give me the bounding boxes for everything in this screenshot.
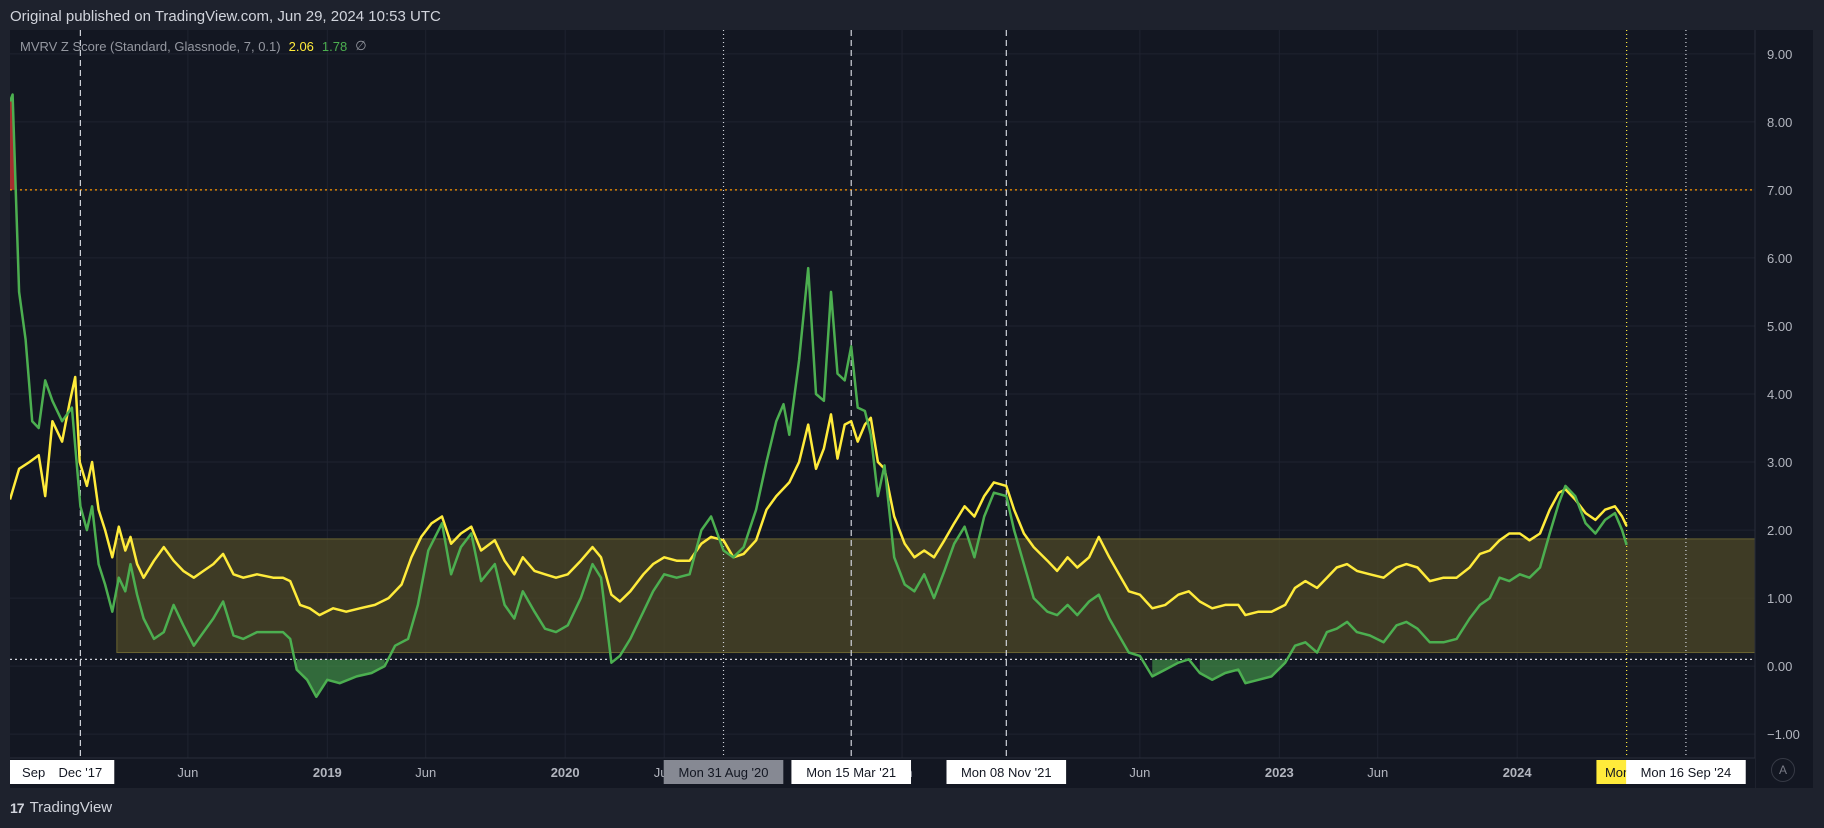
x-marker-label-box [791,760,912,784]
y-tick-label: 9.00 [1767,47,1792,62]
x-marker-label-box [46,760,115,784]
x-marker-label: Mon 15 Mar '21 [806,765,896,780]
x-marker-label: Mon 31 Aug '20 [679,765,769,780]
auto-scale-button[interactable]: A [1771,758,1795,782]
series-line-value2 [10,93,1628,699]
x-marker-label-box [946,760,1067,784]
tradingview-logo-icon[interactable]: 17 [10,799,25,816]
indicator-legend[interactable]: MVRV Z Score (Standard, Glassnode, 7, 0.… [20,38,367,54]
x-marker-label-box [663,760,784,784]
x-marker-label: Mon 08 Nov '21 [961,765,1052,780]
y-tick-label: 6.00 [1767,251,1792,266]
series-line-value1 [10,375,1628,617]
x-tick-label: 2023 [1265,765,1294,780]
no-value-icon: ∅ [355,38,367,53]
y-tick-label: 5.00 [1767,319,1792,334]
y-tick-label: 8.00 [1767,115,1792,130]
y-tick-label: −1.00 [1767,727,1800,742]
x-tick-label: 2020 [551,765,580,780]
undervalued-fill [296,659,385,697]
x-tick-label: 2024 [1503,765,1533,780]
legend-value-green: 1.78 [321,38,348,54]
x-marker-label: Dec '17 [59,765,103,780]
published-caption: Original published on TradingView.com, J… [10,8,441,25]
x-tick-label: Jun [1367,765,1388,780]
y-tick-label: 3.00 [1767,455,1792,470]
brand-name[interactable]: TradingView [29,799,113,816]
x-tick-label: Jun [1129,765,1150,780]
price-axis-panel [1755,30,1813,788]
x-tick-label: 2019 [313,765,342,780]
x-marker-label-box [1626,760,1746,784]
chart-area[interactable]: 9.00 8.00 7.00 6.00 5.00 4.00 3.00 2.00 1.00 0.00… [10,30,1813,788]
y-tick-label: 0.00 [1767,659,1792,674]
y-tick-label: 4.00 [1767,387,1792,402]
y-tick-label: 1.00 [1767,591,1792,606]
overvalued-fill [10,94,15,190]
legend-title[interactable]: MVRV Z Score (Standard, Glassnode, 7, 0.… [20,38,281,54]
y-tick-label: 7.00 [1767,183,1792,198]
mvrv-chart[interactable]: 9.00 8.00 7.00 6.00 5.00 4.00 3.00 2.00 1.00 0.00… [10,30,1813,788]
x-marker-label: Mon 16 Sep '24 [1641,765,1732,780]
x-tick-label: Jun [177,765,198,780]
legend-value-yellow: 2.06 [288,38,314,54]
x-tick-label: Jun [415,765,436,780]
y-tick-label: 2.00 [1767,523,1792,538]
footer: 17 TradingView [10,799,112,816]
